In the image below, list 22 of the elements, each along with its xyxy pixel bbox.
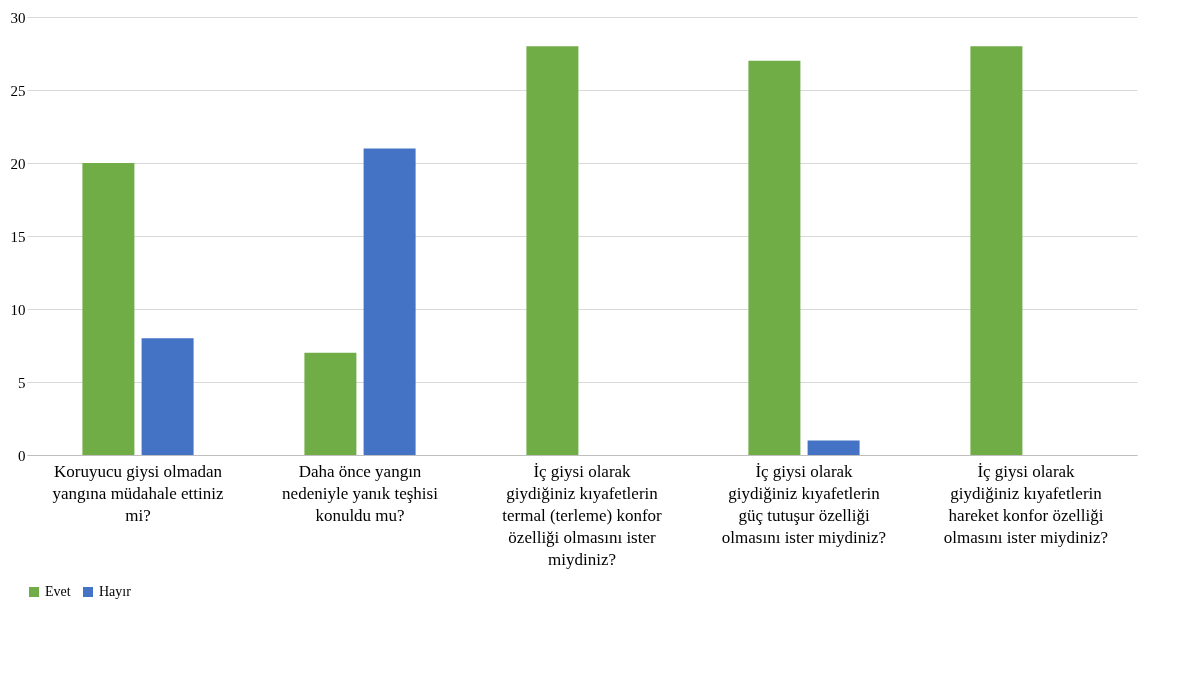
bar xyxy=(748,60,801,455)
y-tick-label: 15 xyxy=(10,228,26,245)
bar xyxy=(526,46,579,455)
legend-label: Hayır xyxy=(99,584,132,599)
x-tick-label: İç giysi olarak giydiğiniz kıyafetlerin güç tutuşur özelliği olmasını ister miydiniz? xyxy=(721,461,887,547)
y-tick-label: 30 xyxy=(10,9,26,26)
bar xyxy=(807,440,860,455)
x-tick-label: Daha önce yangın nedeniyle yanık teşhisi konuldu mu? xyxy=(282,461,439,525)
y-tick-label: 20 xyxy=(10,155,26,172)
x-tick-label: İç giysi olarak giydiğiniz kıyafetlerin hareket konfor özelliği olmasını ister miydiniz? xyxy=(943,461,1109,547)
legend-label: Evet xyxy=(45,584,71,599)
bar xyxy=(304,352,357,455)
bar xyxy=(82,163,135,455)
bar xyxy=(363,148,416,455)
bar xyxy=(970,46,1023,455)
x-tick-label: İç giysi olarak giydiğiniz kıyafetlerin termal (terleme) konfor özelliği olmasını ister miydiniz? xyxy=(502,461,663,569)
y-tick-label: 25 xyxy=(10,82,26,99)
y-tick-label: 0 xyxy=(18,447,26,464)
bar xyxy=(141,338,194,455)
x-tick-label: Koruyucu giysi olmadan yangına müdahale ettiniz mi? xyxy=(52,461,224,525)
y-tick-label: 10 xyxy=(10,301,26,318)
y-tick-label: 5 xyxy=(18,374,26,391)
